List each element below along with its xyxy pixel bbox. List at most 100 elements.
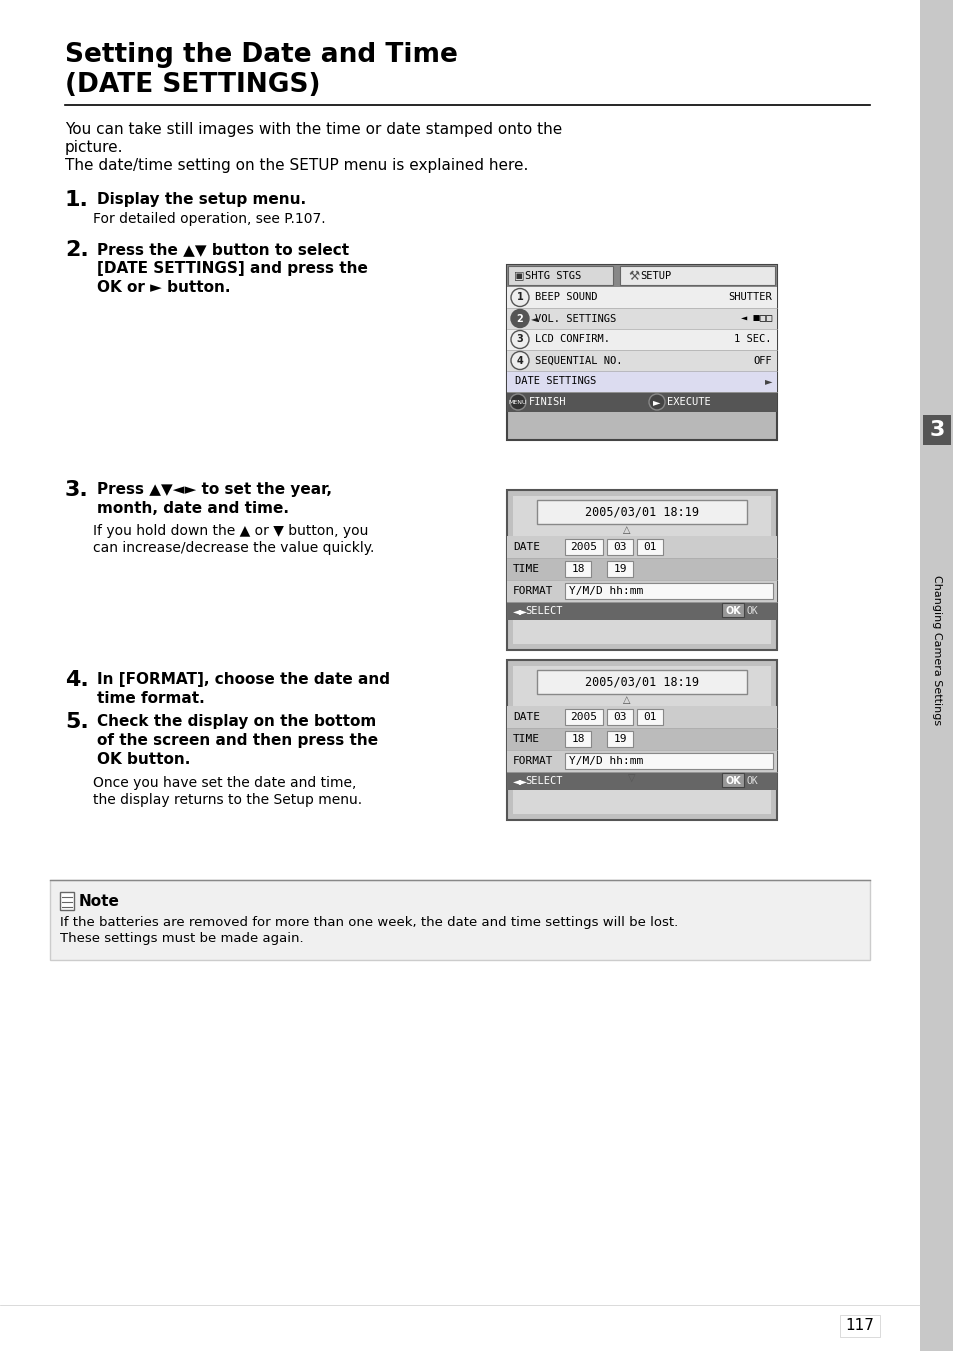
Bar — [564, 709, 602, 725]
Text: SELECT: SELECT — [524, 775, 562, 786]
Text: DATE: DATE — [513, 712, 539, 721]
Text: These settings must be made again.: These settings must be made again. — [60, 932, 303, 944]
Bar — [506, 490, 776, 650]
Bar — [513, 496, 770, 644]
Bar — [606, 731, 633, 747]
Text: [DATE SETTINGS] and press the: [DATE SETTINGS] and press the — [97, 261, 368, 276]
Text: OK or ► button.: OK or ► button. — [97, 280, 231, 295]
Text: SHUTTER: SHUTTER — [727, 293, 771, 303]
Bar — [507, 266, 613, 285]
Text: ►: ► — [653, 397, 660, 407]
Text: 3: 3 — [928, 420, 943, 440]
Text: LCD CONFIRM.: LCD CONFIRM. — [535, 335, 609, 345]
Bar — [606, 709, 633, 725]
Text: DATE: DATE — [513, 542, 539, 553]
Text: Press ▲▼◄► to set the year,: Press ▲▼◄► to set the year, — [97, 482, 332, 497]
Bar — [564, 731, 590, 747]
Text: SELECT: SELECT — [524, 607, 562, 616]
Text: OFF: OFF — [753, 355, 771, 366]
Text: The date/time setting on the SETUP menu is explained here.: The date/time setting on the SETUP menu … — [65, 158, 528, 173]
Bar — [506, 771, 776, 790]
Text: Note: Note — [79, 894, 120, 909]
Text: OK button.: OK button. — [97, 753, 191, 767]
Text: 1.: 1. — [65, 190, 89, 209]
Text: Check the display on the bottom: Check the display on the bottom — [97, 713, 375, 730]
Text: FORMAT: FORMAT — [513, 586, 553, 596]
Bar — [506, 308, 776, 330]
Bar — [506, 750, 776, 771]
Text: 2.: 2. — [65, 240, 89, 259]
Text: SETUP: SETUP — [639, 272, 671, 281]
Text: DATE SETTINGS: DATE SETTINGS — [515, 377, 596, 386]
Bar — [506, 265, 776, 286]
Bar — [506, 392, 776, 412]
Text: Y/M/D hh:mm: Y/M/D hh:mm — [568, 586, 642, 596]
Text: 2005/03/01 18:19: 2005/03/01 18:19 — [584, 676, 699, 689]
Circle shape — [511, 309, 529, 327]
Bar — [537, 500, 746, 524]
Text: ◄►: ◄► — [513, 607, 527, 616]
Text: 117: 117 — [844, 1319, 874, 1333]
Text: For detailed operation, see P.107.: For detailed operation, see P.107. — [92, 212, 325, 226]
Bar — [923, 415, 950, 444]
Text: 03: 03 — [613, 712, 626, 721]
Bar — [506, 728, 776, 750]
Text: FORMAT: FORMAT — [513, 757, 553, 766]
Text: (DATE SETTINGS): (DATE SETTINGS) — [65, 72, 320, 99]
Text: VOL. SETTINGS: VOL. SETTINGS — [535, 313, 616, 323]
Bar — [506, 603, 776, 620]
Circle shape — [510, 394, 525, 409]
Bar — [506, 580, 776, 603]
Bar — [564, 753, 772, 769]
Text: OK: OK — [746, 607, 758, 616]
Text: 1: 1 — [517, 293, 523, 303]
Text: 3: 3 — [517, 335, 523, 345]
Circle shape — [511, 331, 529, 349]
Text: 19: 19 — [613, 734, 626, 744]
Bar — [564, 561, 590, 577]
Bar — [506, 536, 776, 558]
Bar — [637, 709, 662, 725]
Bar — [506, 330, 776, 350]
Bar — [506, 265, 776, 440]
Text: 4: 4 — [517, 355, 523, 366]
Text: ◄ ■□□: ◄ ■□□ — [740, 313, 771, 323]
Bar — [506, 707, 776, 728]
Bar — [537, 670, 746, 694]
Text: MENU: MENU — [508, 400, 527, 404]
Text: 01: 01 — [642, 542, 656, 553]
Text: can increase/decrease the value quickly.: can increase/decrease the value quickly. — [92, 540, 374, 555]
Text: △: △ — [622, 694, 630, 705]
Text: 2005: 2005 — [570, 712, 597, 721]
Bar — [564, 539, 602, 555]
Text: 18: 18 — [571, 734, 584, 744]
Text: 18: 18 — [571, 563, 584, 574]
Text: picture.: picture. — [65, 141, 123, 155]
Text: month, date and time.: month, date and time. — [97, 501, 289, 516]
Text: 2: 2 — [517, 313, 523, 323]
Circle shape — [648, 394, 664, 409]
Bar — [606, 539, 633, 555]
Text: ▣: ▣ — [514, 272, 524, 281]
Text: Press the ▲▼ button to select: Press the ▲▼ button to select — [97, 242, 349, 257]
Text: OK: OK — [724, 607, 740, 616]
Text: ◄: ◄ — [531, 313, 537, 323]
Text: You can take still images with the time or date stamped onto the: You can take still images with the time … — [65, 122, 561, 136]
Text: ▽: ▽ — [628, 773, 635, 784]
Text: If you hold down the ▲ or ▼ button, you: If you hold down the ▲ or ▼ button, you — [92, 524, 368, 538]
Bar — [564, 584, 772, 598]
Text: Display the setup menu.: Display the setup menu. — [97, 192, 306, 207]
Text: 5.: 5. — [65, 712, 89, 732]
Text: ►: ► — [763, 377, 771, 386]
Text: SHTG STGS: SHTG STGS — [524, 272, 580, 281]
Bar — [506, 350, 776, 372]
Text: 19: 19 — [613, 563, 626, 574]
Text: OK: OK — [724, 775, 740, 786]
Text: Setting the Date and Time: Setting the Date and Time — [65, 42, 457, 68]
Text: 03: 03 — [613, 542, 626, 553]
Bar — [840, 1315, 879, 1337]
Text: Y/M/D hh:mm: Y/M/D hh:mm — [568, 757, 642, 766]
Bar — [637, 539, 662, 555]
Text: 2005: 2005 — [570, 542, 597, 553]
Bar — [919, 0, 953, 1351]
